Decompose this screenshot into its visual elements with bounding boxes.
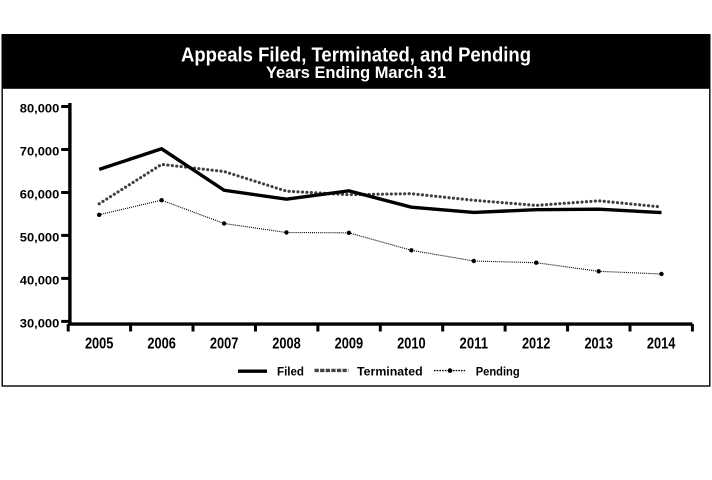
svg-text:60,000: 60,000 (20, 187, 60, 201)
svg-text:Years Ending March 31: Years Ending March 31 (266, 63, 446, 82)
svg-text:2005: 2005 (85, 336, 114, 353)
svg-text:2008: 2008 (272, 336, 301, 353)
svg-text:70,000: 70,000 (20, 144, 60, 158)
svg-text:2009: 2009 (335, 336, 364, 353)
svg-text:40,000: 40,000 (20, 273, 60, 287)
svg-text:2014: 2014 (647, 336, 676, 353)
svg-text:2010: 2010 (397, 336, 426, 353)
svg-text:2011: 2011 (460, 336, 489, 353)
svg-text:Appeals Filed, Terminated, and: Appeals Filed, Terminated, and Pending (181, 45, 531, 67)
svg-text:Filed: Filed (277, 367, 304, 379)
svg-text:80,000: 80,000 (20, 101, 60, 115)
svg-text:2012: 2012 (522, 336, 551, 353)
svg-text:2006: 2006 (147, 336, 176, 353)
svg-text:2007: 2007 (210, 336, 239, 353)
svg-text:Terminated: Terminated (357, 367, 423, 379)
svg-text:2013: 2013 (584, 336, 613, 353)
svg-text:30,000: 30,000 (20, 316, 60, 330)
svg-text:Pending: Pending (476, 367, 520, 379)
svg-text:50,000: 50,000 (20, 230, 60, 244)
